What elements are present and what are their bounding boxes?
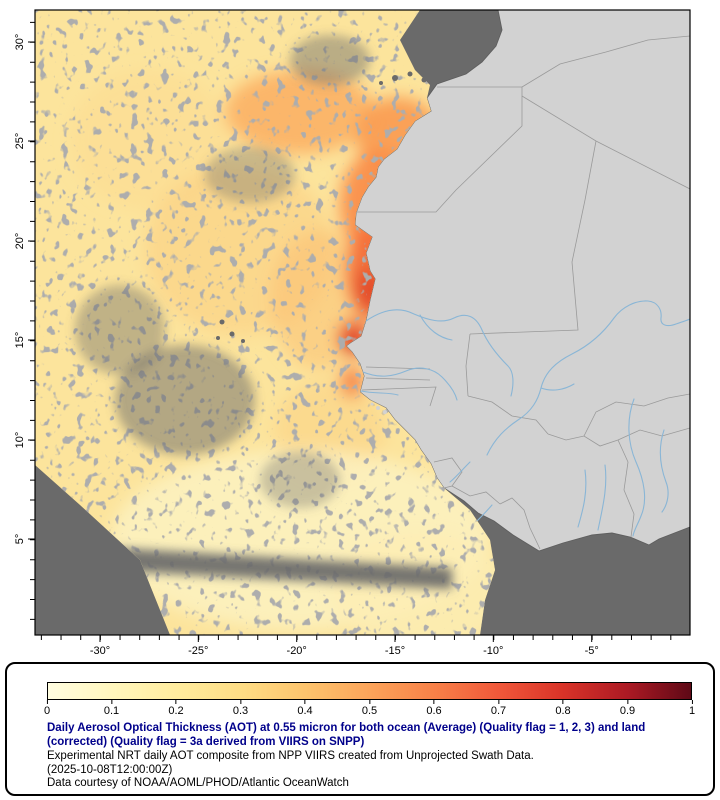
colorbar-tick-label: 0.4 (297, 705, 313, 717)
legend-description: Experimental NRT daily AOT composite fro… (47, 750, 534, 762)
colorbar-ticks: 0 0.1 0.2 0.3 0.4 0.5 0.6 0.7 0.8 0.9 1 (43, 700, 696, 719)
colorbar-tick-label: 1 (688, 705, 696, 717)
colorbar: 0 0.1 0.2 0.3 0.4 0.5 0.6 0.7 0.8 0.9 1 (43, 682, 696, 719)
legend-title: Daily Aerosol Optical Thickness (AOT) at… (47, 722, 646, 748)
colorbar-tick-label: 0.5 (361, 705, 378, 717)
lon-tick-label: -15° (385, 645, 405, 657)
colorbar-tick-label: 0.6 (426, 705, 442, 717)
axis-ticks (28, 10, 690, 642)
colorbar-tick-label: 0.9 (619, 705, 636, 717)
lat-tick-label: 25° (14, 133, 26, 150)
colorbar-tick-label: 0.8 (555, 705, 571, 717)
lon-tick-label: -25° (188, 645, 208, 657)
plot-frame (34, 9, 691, 636)
rivers (360, 300, 690, 537)
lat-tick-label: 20° (14, 233, 26, 250)
colorbar-tick-label: 0.2 (168, 705, 184, 717)
lat-tick-label: 5° (14, 534, 26, 545)
lat-tick-label: 15° (14, 332, 26, 349)
lon-tick-label: -20° (287, 645, 307, 657)
colorbar-tick-label: 0.7 (490, 705, 507, 717)
country-borders (356, 35, 690, 550)
legend-panel: 0 0.1 0.2 0.3 0.4 0.5 0.6 0.7 0.8 0.9 1 … (5, 662, 715, 796)
legend-credit: Data courtesy of NOAA/AOML/PHOD/Atlantic… (47, 777, 349, 789)
lat-tick-label: 30° (14, 34, 26, 51)
swath-gaps (75, 35, 452, 589)
longitude-axis: -30° -25° -20° -15° -10° -5° (90, 645, 599, 657)
colorbar-gradient (47, 682, 692, 700)
lon-tick-label: -30° (90, 645, 110, 657)
legend-timestamp: (2025-10-08T12:00:00Z) (47, 763, 173, 776)
colorbar-tick-label: 0.1 (103, 705, 120, 717)
lat-tick-label: 10° (14, 432, 26, 449)
aot-map: 30° 25° 20° 15° 10° 5° -30° -25° -20° -1… (14, 9, 691, 657)
colorbar-tick-label: 0.3 (232, 705, 249, 717)
caption: Daily Aerosol Optical Thickness (AOT) at… (47, 722, 702, 791)
latitude-axis: 30° 25° 20° 15° 10° 5° (14, 34, 26, 545)
lon-tick-label: -5° (585, 645, 599, 657)
cape-verde-islands (216, 319, 245, 343)
lon-tick-label: -10° (483, 645, 503, 657)
bijagos-islands (370, 402, 387, 414)
colorbar-tick-label: 0 (43, 705, 51, 717)
canary-islands (379, 71, 427, 85)
